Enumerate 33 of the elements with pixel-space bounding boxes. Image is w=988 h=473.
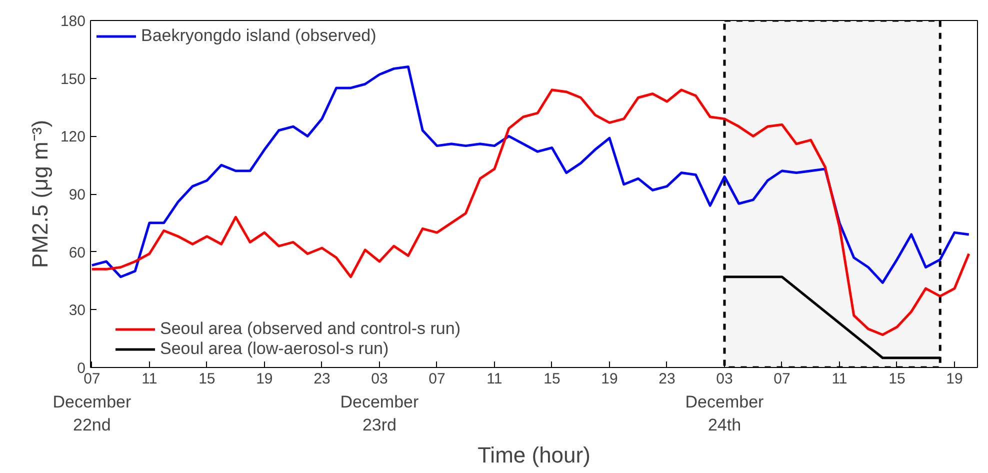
y-tick-label: 150 [60,70,86,88]
text: December 23rd [340,392,420,434]
y-tick-label: 60 [68,244,86,262]
x-tick-label: 11 [142,370,158,388]
y-tick-label: 30 [68,302,86,320]
x-axis-title: Time (hour) [478,442,590,468]
line-series [90,88,970,336]
x-tick-label: 23 [314,370,330,388]
legend-label: Seoul area (observed and control-s run) [160,319,460,339]
text: December 24th [685,392,764,434]
x-tick-label: 07 [428,370,446,388]
x-tick-label: 11 [832,370,848,388]
x-tick-label: 15 [888,370,906,388]
y-tick-label: 180 [60,13,86,30]
y-tick-label: 0 [77,360,86,377]
x-tick-label: 15 [198,370,216,388]
legend-label: Baekryongdo island (observed) [141,26,376,46]
x-tick-label: 23 [658,370,676,388]
text: December 22nd [52,392,132,434]
x-tick-label: 07 [774,370,790,388]
x-tick-label: 11 [486,370,502,388]
y-tick-label: 90 [68,186,86,204]
y-tick-label: 120 [60,128,86,146]
x-tick-label: 07 [84,370,100,388]
x-tick-label: 03 [371,370,388,388]
line-series [90,66,970,284]
x-tick-label: 19 [601,370,618,388]
legend-label: Seoul area (low-aerosol-s run) [160,339,389,359]
x-tick-label: 15 [544,370,560,388]
x-tick-label: 19 [256,370,273,388]
y-axis-title: PM2.5 (μg m⁻³) [27,120,52,268]
x-tick-label: 19 [946,370,963,388]
x-tick-label: 03 [716,370,733,388]
